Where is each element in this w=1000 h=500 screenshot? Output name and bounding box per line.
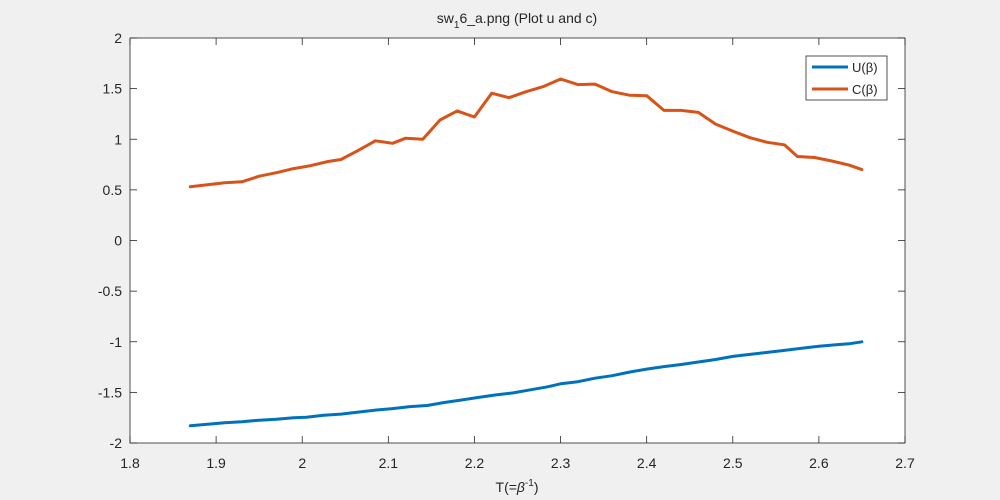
- y-tick-label: -1.5: [98, 384, 122, 400]
- x-axis-label: T(=β-1): [496, 478, 539, 495]
- legend: U(β) C(β): [805, 55, 888, 101]
- chart-title: sw16_a.png (Plot u and c): [437, 10, 597, 31]
- legend-label-c: C(β): [852, 82, 878, 97]
- x-tick-label: 2.2: [465, 455, 485, 471]
- y-tick-label: -2: [110, 435, 123, 451]
- y-tick-label: 0.5: [103, 182, 123, 198]
- plot-area: [188, 77, 864, 428]
- axes: 1.8 1.9 2 2.1 2.2 2.3 2.4 2.5 2.6 2.7 -2 -1.5 -1 -0.5…: [98, 30, 915, 471]
- x-tick-label: 2.3: [551, 455, 571, 471]
- x-tick-label: 2: [298, 455, 306, 471]
- legend-box: [805, 55, 888, 101]
- x-tick-label: 2.7: [895, 455, 915, 471]
- series-line-0: [188, 340, 864, 428]
- x-tick-label: 1.8: [120, 455, 140, 471]
- y-tick-label: 1: [114, 131, 122, 147]
- y-tick-label: 1.5: [103, 81, 123, 97]
- x-tick-label: 2.1: [379, 455, 399, 471]
- y-tick-label: 2: [114, 30, 122, 46]
- axes-background: [130, 38, 905, 443]
- y-tick-label: -0.5: [98, 283, 122, 299]
- x-tick-label: 2.5: [723, 455, 743, 471]
- y-tick-label: 0: [114, 233, 122, 249]
- x-tick-label: 2.6: [809, 455, 829, 471]
- x-tick-label: 1.9: [206, 455, 226, 471]
- y-tick-label: -1: [110, 334, 123, 350]
- legend-label-u: U(β): [852, 60, 878, 75]
- series-line-1: [188, 77, 864, 189]
- x-tick-label: 2.4: [637, 455, 657, 471]
